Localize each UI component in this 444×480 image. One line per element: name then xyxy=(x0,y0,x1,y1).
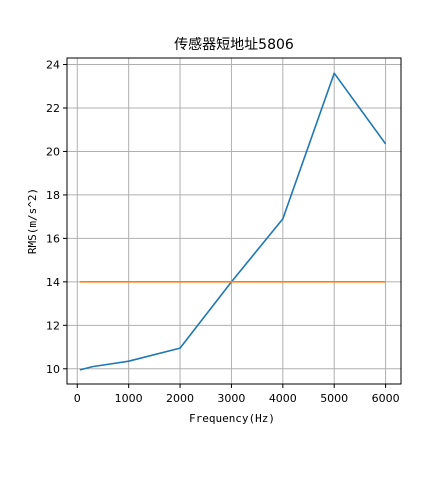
x-axis-label: Frequency(Hz) xyxy=(189,412,275,425)
x-tick-label: 4000 xyxy=(269,392,297,405)
y-tick-label: 24 xyxy=(46,59,60,72)
y-tick-label: 10 xyxy=(46,363,60,376)
x-tick-label: 3000 xyxy=(217,392,245,405)
x-tick-label: 6000 xyxy=(372,392,400,405)
y-axis-label: RMS(m/s^2) xyxy=(26,188,39,254)
y-tick-label: 20 xyxy=(46,145,60,158)
y-tick-label: 12 xyxy=(46,319,60,332)
x-tick-label: 5000 xyxy=(320,392,348,405)
y-tick-label: 16 xyxy=(46,232,60,245)
x-tick-label: 1000 xyxy=(115,392,143,405)
series-line-1 xyxy=(79,72,387,371)
y-tick-label: 22 xyxy=(46,102,60,115)
grid xyxy=(67,58,401,384)
x-tick-label: 0 xyxy=(74,392,81,405)
y-tick-label: 18 xyxy=(46,189,60,202)
x-tick-label: 2000 xyxy=(166,392,194,405)
x-ticks: 0 1000 2000 3000 4000 5000 6000 xyxy=(74,384,400,405)
plot-frame xyxy=(66,57,402,385)
plot-lines xyxy=(79,72,387,371)
y-ticks: 10 12 14 16 18 20 22 24 xyxy=(46,59,67,376)
chart-title: 传感器短地址5806 xyxy=(174,36,294,53)
y-tick-label: 14 xyxy=(46,276,60,289)
